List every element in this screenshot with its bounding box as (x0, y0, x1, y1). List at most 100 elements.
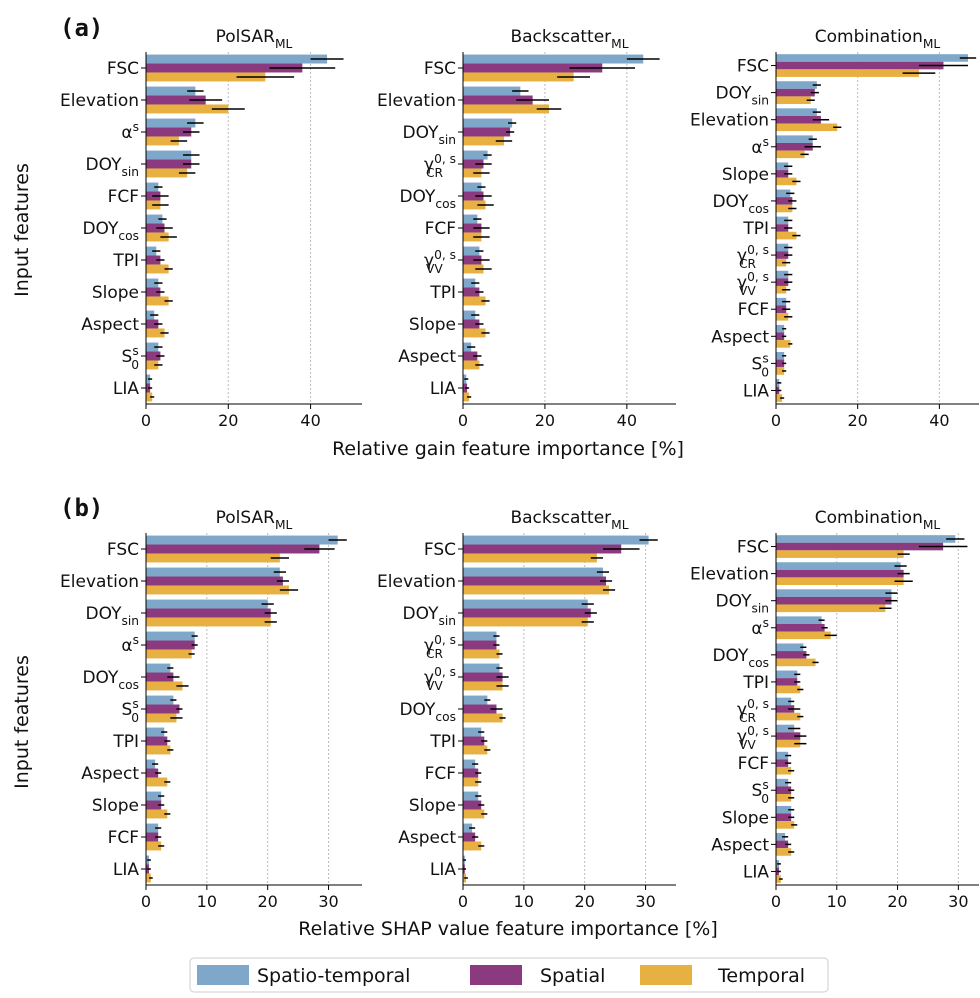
y-tick-label-sub: cos (748, 202, 769, 216)
bar (776, 658, 816, 667)
bar (463, 264, 484, 274)
bar (776, 367, 785, 375)
bar (463, 672, 503, 682)
subplot-title-sub: ML (611, 37, 629, 51)
y-tick-label-base: S (752, 781, 763, 801)
y-tick-label-base: DOY (403, 123, 440, 143)
bar (463, 63, 603, 73)
bar (463, 713, 503, 723)
bar (463, 759, 476, 769)
y-tick-label: LIA (113, 379, 139, 399)
bar (146, 745, 171, 755)
y-tick-label-sup: 0, s (434, 248, 456, 262)
y-tick-label-sub: sin (438, 614, 456, 628)
y-tick-label: Ss 0 (122, 344, 139, 372)
y-tick-label-sup: 0, s (747, 270, 769, 284)
bar (146, 264, 169, 274)
bar (146, 640, 195, 650)
bar (463, 223, 482, 233)
y-tick-label: DOYsin (86, 604, 139, 628)
y-tick-label-sub: VV (739, 284, 756, 298)
bar (776, 61, 944, 70)
y-tick-label: Elevation (60, 572, 139, 592)
y-axis-label: Input features (11, 655, 33, 789)
y-tick-label-base: DOY (86, 155, 123, 175)
x-tick-label: 30 (635, 892, 655, 911)
y-tick-label-sub: CR (426, 647, 444, 661)
y-tick-label-sub: cos (748, 656, 769, 670)
bar (463, 768, 479, 778)
y-tick-label: LIA (430, 860, 456, 880)
x-tick-label: 0 (771, 892, 781, 911)
bar (776, 278, 789, 286)
y-tick-label: αs (121, 120, 139, 143)
bar (146, 136, 179, 146)
y-tick-label: FCF (738, 300, 769, 320)
bar (146, 544, 320, 554)
subplot-title-base: Combination (815, 27, 923, 47)
bar (776, 297, 787, 306)
y-tick-label: TPI (112, 732, 139, 752)
bar (463, 727, 482, 737)
y-tick-label: γ0, s CR (737, 697, 769, 725)
bar (463, 328, 486, 338)
bar (776, 875, 781, 883)
bar (146, 535, 338, 545)
bar (776, 224, 789, 232)
bar (463, 159, 484, 169)
bar (463, 809, 485, 819)
bar (463, 127, 511, 137)
y-tick-label: γ0, s VV (737, 724, 769, 752)
bar (146, 608, 271, 618)
bar (776, 685, 801, 694)
bar (463, 72, 574, 82)
x-axis-label: Relative SHAP value feature importance [… (298, 918, 718, 940)
bar (776, 759, 789, 767)
y-tick-label: γ0, s VV (424, 248, 456, 276)
bar (776, 88, 815, 97)
bar (463, 319, 480, 329)
bar (776, 697, 792, 706)
y-tick-label-sup: 0, s (434, 665, 456, 679)
bar (463, 232, 482, 242)
y-tick-label-base: α (751, 619, 762, 639)
bar (776, 135, 813, 143)
y-tick-label-sub: VV (426, 262, 443, 276)
bar (146, 736, 168, 746)
y-tick-label-base: γ (737, 700, 747, 720)
bar (463, 823, 473, 833)
bar (463, 296, 486, 306)
bar (776, 596, 892, 605)
bar (463, 168, 482, 178)
bar (463, 663, 500, 673)
y-tick-label-base: DOY (712, 646, 749, 666)
y-tick-label-sup: 0, s (434, 633, 456, 647)
y-tick-label: γ0, s CR (737, 243, 769, 271)
y-tick-label-base: γ (424, 668, 434, 688)
legend-swatch (197, 965, 249, 985)
bar (146, 63, 303, 73)
y-tick-label: DOYsin (716, 84, 769, 108)
bar (463, 182, 482, 192)
legend-label: Temporal (717, 965, 805, 987)
y-tick-label: Elevation (690, 565, 769, 585)
y-tick-label: Ss 0 (752, 351, 769, 379)
bar (776, 170, 789, 178)
y-tick-label: DOYsin (86, 155, 139, 179)
x-tick-label: 20 (218, 411, 238, 430)
bar (776, 69, 919, 77)
bar (146, 800, 162, 810)
bar (776, 732, 801, 740)
y-tick-label: Elevation (60, 91, 139, 111)
bar (463, 310, 476, 320)
bar (146, 791, 162, 801)
bar (776, 535, 956, 543)
y-tick-label-sup: 0, s (747, 697, 769, 711)
y-tick-label: LIA (113, 860, 139, 880)
bar (776, 724, 795, 733)
y-tick-label-sub: CR (426, 166, 444, 180)
bar (776, 359, 785, 368)
bar (146, 695, 174, 705)
bar (463, 95, 533, 105)
bar (776, 313, 789, 321)
